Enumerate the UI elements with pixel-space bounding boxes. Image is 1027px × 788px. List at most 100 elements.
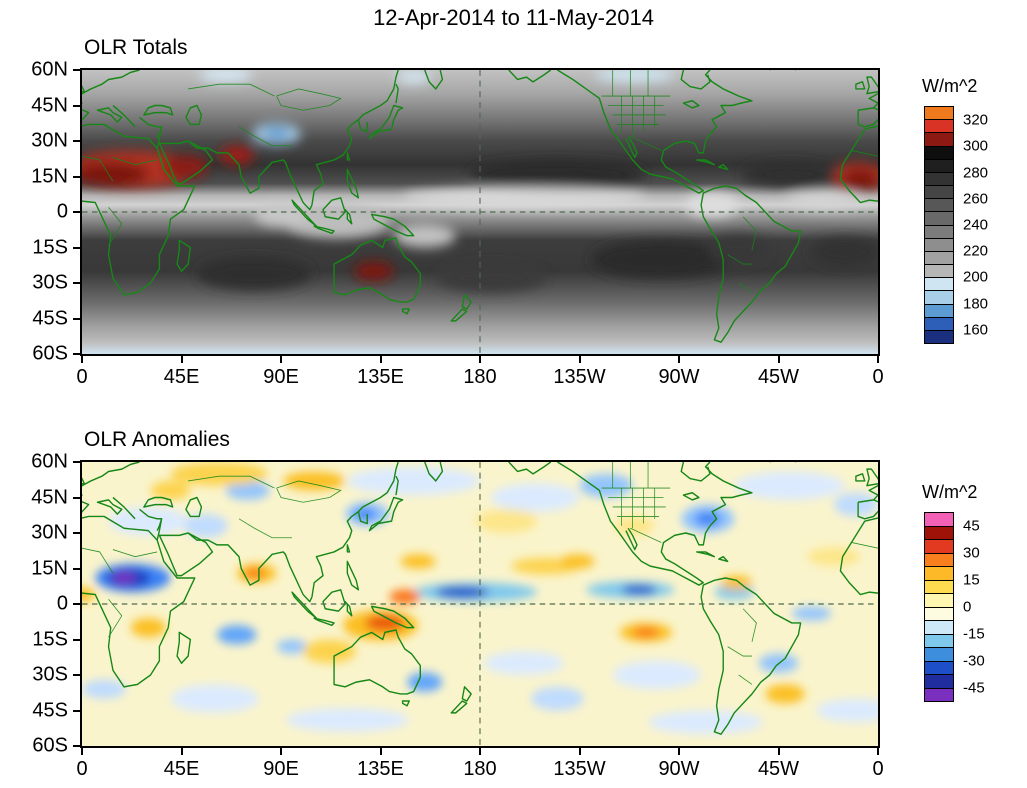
y-axis-tick [73,353,82,355]
x-axis-tick [180,746,183,755]
y-axis-tick [73,603,82,605]
x-axis-label: 135W [553,366,606,388]
y-axis-label: 60S [32,734,68,757]
panel-title-olr-anomalies: OLR Anomalies [84,428,230,451]
y-axis-tick [73,461,82,463]
x-axis-tick [280,746,282,755]
colorbar-tick-label: 160 [963,321,989,339]
y-axis-tick [73,282,82,284]
colorbar-box [925,237,953,251]
x-axis-tick [877,354,879,363]
x-axis-tick [379,354,382,363]
x-axis-tick [280,354,282,363]
colorbar-box [925,132,953,146]
colorbar-tick-label: -45 [963,679,985,697]
colorbar-box [925,566,953,580]
y-axis-tick [73,175,82,178]
colorbar-box [925,593,953,607]
x-axis-label: 90W [658,366,700,388]
colorbar-tick-label: 45 [963,517,980,535]
x-axis-tick [479,354,481,363]
colorbar-tick-label: 0 [963,598,972,616]
y-axis-label: 60N [31,58,68,81]
colorbar-tick-label: 200 [963,268,989,286]
map-canvas-olr-totals [82,70,878,354]
y-axis-tick [73,638,82,641]
x-axis-label: 0 [76,366,88,388]
colorbar-box [925,552,953,566]
colorbar-box [925,579,953,593]
colorbar-box [925,687,953,701]
x-axis-label: 0 [872,758,884,780]
colorbar-unit-label-anomalies: W/m^2 [922,482,978,502]
x-axis-label: 180 [463,758,497,780]
y-axis-tick [73,709,82,712]
map-canvas-olr-anomalies [82,462,878,746]
colorbar-tick-label: -15 [963,625,985,643]
x-axis-label: 45E [163,758,200,780]
y-axis-label: 60N [31,450,68,473]
y-axis-label: 30N [31,129,68,152]
y-axis-label: 45N [31,94,68,116]
colorbar-box [925,185,953,199]
colorbar-box [925,224,953,238]
y-axis-tick [73,674,82,676]
x-axis-label: 90W [658,758,700,780]
x-axis-label: 0 [76,758,88,780]
y-axis-label: 60S [32,342,68,365]
colorbar-box [925,606,953,620]
y-axis-tick [73,211,82,213]
y-axis-label: 15N [31,165,68,187]
x-axis-tick [777,746,780,755]
colorbar-tick-label: 300 [963,137,989,155]
map-olr-anomalies: 60N 45N 30N 15N 0 15S 30S 45S 60S 0 45E 90E 135E 180 1… [31,451,883,781]
x-axis-label: 180 [463,366,497,388]
y-axis-tick [73,745,82,747]
y-axis-tick [73,104,82,107]
colorbar-box [925,633,953,647]
x-axis-tick [379,746,382,755]
y-axis-label: 0 [56,592,68,615]
colorbar-box [925,513,953,526]
x-axis-label: 90E [263,758,299,780]
colorbar-box [925,647,953,661]
map-olr-totals: 60N 45N 30N 15N 0 15S 30S 45S 60S 0 45E 90E 135E 180 1… [31,59,883,389]
x-axis-label: 45W [757,366,800,388]
colorbar-tick-label: 240 [963,216,989,234]
y-axis-label: 15S [32,236,68,258]
colorbar-box [925,290,953,304]
colorbar-box [925,277,953,291]
y-axis-tick [73,140,82,142]
colorbar-box [925,171,953,186]
y-axis-label: 30S [32,663,68,686]
colorbar-tick-label: 220 [963,242,989,260]
y-axis-label: 30S [32,271,68,294]
x-axis-tick [81,746,83,755]
x-axis-tick [81,354,83,363]
y-axis-label: 15S [32,628,68,650]
colorbar-box [925,329,953,344]
y-axis-label: 45N [31,486,68,508]
x-axis-tick [578,746,581,755]
x-axis-tick [877,746,879,755]
colorbar-box [925,539,953,553]
colorbar-tick-label: 30 [963,544,980,562]
y-axis-label: 0 [56,200,68,223]
colorbar-box [925,158,953,172]
x-axis-tick [678,354,680,363]
x-axis-tick [777,354,780,363]
y-axis-tick [73,246,82,249]
colorbar-tick-label: 260 [963,190,989,208]
colorbar-box [925,525,953,539]
colorbar-tick-label: -30 [963,652,985,670]
y-axis-label: 15N [31,557,68,579]
y-axis-tick [73,317,82,320]
x-axis-label: 90E [263,366,299,388]
x-axis-tick [479,746,481,755]
panel-title-olr-totals: OLR Totals [84,36,188,59]
colorbar-tick-label: 320 [963,111,989,129]
colorbar-box [925,264,953,278]
x-axis-tick [578,354,581,363]
colorbar-box [925,198,953,212]
x-axis-tick [678,746,680,755]
